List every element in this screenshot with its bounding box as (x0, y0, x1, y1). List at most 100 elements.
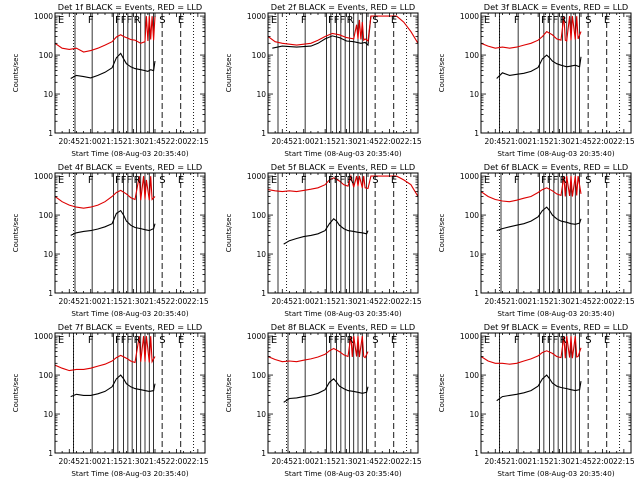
interval-letter: S (159, 175, 165, 186)
x-tick-label: 21:30 (123, 457, 145, 466)
panel-title: Det 2f BLACK = Events, RED = LLD (271, 2, 415, 12)
y-tick-label: 1000 (34, 172, 53, 181)
interval-letter: F (514, 175, 520, 186)
y-tick-label: 1000 (34, 332, 53, 341)
series-line-events (70, 374, 156, 398)
x-axis-label: Start Time (08-Aug-03 20:35:40) (71, 309, 188, 318)
x-tick-label: 21:00 (80, 137, 102, 146)
panel-title: Det 3f BLACK = Events, RED = LLD (484, 2, 628, 12)
panel-9: Det 9f BLACK = Events, RED = LLD Counts/s… (438, 322, 635, 478)
interval-letter: E (391, 335, 397, 346)
x-tick-label: 20:45 (58, 137, 80, 146)
interval-letter: E (178, 15, 184, 26)
y-axis-label: Counts/sec (12, 374, 20, 413)
series-line-lld (481, 16, 582, 49)
y-axis-label: Counts/sec (438, 54, 446, 93)
series-line-lld (481, 176, 582, 203)
interval-letter: E (484, 335, 490, 346)
panel-title: Det 9f BLACK = Events, RED = LLD (484, 322, 628, 332)
x-tick-label: 22:15 (400, 137, 422, 146)
plot-frame (480, 332, 632, 454)
plot-frame (267, 12, 419, 134)
plot-frame (54, 332, 206, 454)
plot-frame (267, 172, 419, 294)
interval-letter: F (514, 15, 520, 26)
x-tick-label: 20:45 (271, 297, 293, 306)
interval-letter: S (159, 15, 165, 26)
plot-area (481, 13, 621, 133)
interval-letter: E (271, 335, 277, 346)
panel-6: Det 6f BLACK = Events, RED = LLD Counts/s… (438, 162, 635, 318)
x-tick-label: 22:00 (379, 457, 401, 466)
x-tick-label: 21:45 (357, 457, 379, 466)
interval-letter: S (372, 175, 378, 186)
interval-letter: E (178, 175, 184, 186)
y-tick-label: 10 (43, 410, 53, 419)
series-line-lld (268, 173, 418, 197)
y-tick-label: 100 (465, 211, 480, 220)
y-tick-label: 100 (39, 211, 54, 220)
x-tick-label: 21:15 (101, 457, 123, 466)
y-tick-label: 1 (261, 289, 266, 298)
panel-title: Det 4f BLACK = Events, RED = LLD (58, 162, 202, 172)
x-tick-label: 21:15 (314, 457, 336, 466)
panel-7: Det 7f BLACK = Events, RED = LLD Counts/s… (12, 322, 209, 478)
interval-letter: S (585, 15, 591, 26)
interval-letter: FFF (115, 15, 133, 26)
y-tick-label: 10 (43, 90, 53, 99)
panels-layer: Det 1f BLACK = Events, RED = LLD Counts/s… (12, 2, 635, 478)
plot-area (55, 13, 195, 133)
plot-frame (480, 172, 632, 294)
x-axis-label: Start Time (08-Aug-03 20:35:40) (71, 149, 188, 158)
y-tick-label: 10 (43, 250, 53, 259)
interval-letter: FFF (541, 175, 559, 186)
y-tick-label: 1 (474, 449, 479, 458)
interval-letter: R (134, 335, 141, 346)
y-tick-label: 100 (465, 371, 480, 380)
panel-title: Det 7f BLACK = Events, RED = LLD (58, 322, 202, 332)
x-tick-label: 21:00 (80, 457, 102, 466)
y-tick-label: 100 (252, 211, 267, 220)
x-tick-label: 22:00 (166, 137, 188, 146)
plot-frame (54, 172, 206, 294)
y-axis-label: Counts/sec (12, 214, 20, 253)
plot-area (55, 333, 195, 453)
interval-letter: F (88, 335, 94, 346)
interval-letter: FFF (115, 335, 133, 346)
interval-letter: E (271, 15, 277, 26)
panel-4: Det 4f BLACK = Events, RED = LLD Counts/s… (12, 162, 209, 318)
x-tick-label: 20:45 (271, 137, 293, 146)
x-tick-label: 21:45 (144, 297, 166, 306)
y-tick-label: 10 (469, 90, 479, 99)
x-tick-label: 21:45 (357, 137, 379, 146)
x-tick-label: 21:00 (506, 137, 528, 146)
x-tick-label: 20:45 (484, 457, 506, 466)
y-tick-label: 1 (474, 129, 479, 138)
interval-letter: E (391, 15, 397, 26)
x-tick-label: 21:45 (570, 457, 592, 466)
plot-area (55, 173, 195, 293)
y-tick-label: 1000 (460, 12, 479, 21)
x-tick-label: 21:15 (527, 457, 549, 466)
panel-8: Det 8f BLACK = Events, RED = LLD Counts/s… (225, 322, 422, 478)
interval-letter: FFF (541, 15, 559, 26)
interval-letter: E (484, 15, 490, 26)
interval-letter: R (134, 15, 141, 26)
y-tick-label: 1000 (247, 172, 266, 181)
interval-letter: R (347, 15, 354, 26)
panel-title: Det 1f BLACK = Events, RED = LLD (58, 2, 202, 12)
y-tick-label: 10 (256, 90, 266, 99)
panel-5: Det 5f BLACK = Events, RED = LLD Counts/s… (225, 162, 422, 318)
x-tick-label: 21:00 (293, 137, 315, 146)
x-tick-label: 21:00 (293, 457, 315, 466)
x-tick-label: 21:15 (101, 297, 123, 306)
y-tick-label: 1000 (247, 12, 266, 21)
interval-letter: F (88, 15, 94, 26)
x-tick-label: 21:30 (549, 457, 571, 466)
interval-letter: S (372, 15, 378, 26)
x-tick-label: 20:45 (58, 457, 80, 466)
x-tick-label: 21:15 (314, 297, 336, 306)
x-tick-label: 21:45 (570, 137, 592, 146)
x-tick-label: 21:30 (123, 137, 145, 146)
